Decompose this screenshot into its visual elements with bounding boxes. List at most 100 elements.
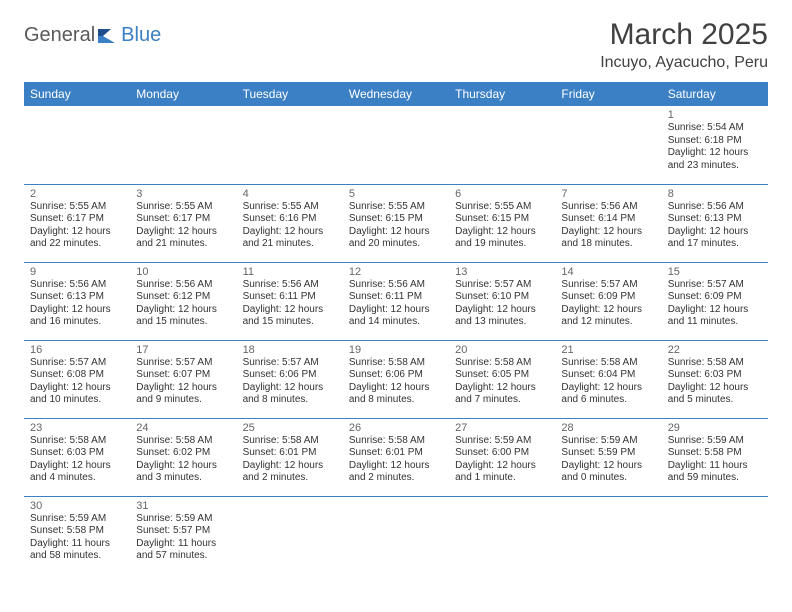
cell-sunset: Sunset: 6:11 PM: [349, 291, 443, 304]
calendar-cell: 16Sunrise: 5:57 AMSunset: 6:08 PMDayligh…: [24, 340, 130, 418]
calendar-cell: 27Sunrise: 5:59 AMSunset: 6:00 PMDayligh…: [449, 418, 555, 496]
calendar-cell: [662, 496, 768, 574]
cell-dl2: and 10 minutes.: [30, 394, 124, 407]
header: General Blue March 2025 Incuyo, Ayacucho…: [24, 18, 768, 72]
day-number: 18: [243, 344, 337, 356]
cell-dl1: Daylight: 12 hours: [455, 460, 549, 473]
cell-dl1: Daylight: 12 hours: [455, 304, 549, 317]
day-number: 31: [136, 500, 230, 512]
calendar-cell: 3Sunrise: 5:55 AMSunset: 6:17 PMDaylight…: [130, 184, 236, 262]
cell-dl1: Daylight: 12 hours: [30, 382, 124, 395]
calendar-cell: 18Sunrise: 5:57 AMSunset: 6:06 PMDayligh…: [237, 340, 343, 418]
calendar-cell: 19Sunrise: 5:58 AMSunset: 6:06 PMDayligh…: [343, 340, 449, 418]
calendar-cell: [24, 106, 130, 184]
cell-dl1: Daylight: 12 hours: [243, 460, 337, 473]
cell-sunset: Sunset: 5:59 PM: [561, 447, 655, 460]
calendar-cell: [343, 496, 449, 574]
calendar-cell: [555, 106, 661, 184]
flag-icon: [97, 27, 119, 45]
day-number: 26: [349, 422, 443, 434]
logo: General Blue: [24, 18, 161, 47]
cell-sunrise: Sunrise: 5:58 AM: [668, 357, 762, 370]
cell-dl2: and 7 minutes.: [455, 394, 549, 407]
calendar-cell: 6Sunrise: 5:55 AMSunset: 6:15 PMDaylight…: [449, 184, 555, 262]
calendar-cell: 2Sunrise: 5:55 AMSunset: 6:17 PMDaylight…: [24, 184, 130, 262]
cell-sunset: Sunset: 6:10 PM: [455, 291, 549, 304]
calendar-cell: 4Sunrise: 5:55 AMSunset: 6:16 PMDaylight…: [237, 184, 343, 262]
cell-dl2: and 6 minutes.: [561, 394, 655, 407]
calendar-cell: 7Sunrise: 5:56 AMSunset: 6:14 PMDaylight…: [555, 184, 661, 262]
calendar-cell: 30Sunrise: 5:59 AMSunset: 5:58 PMDayligh…: [24, 496, 130, 574]
calendar-week-row: 16Sunrise: 5:57 AMSunset: 6:08 PMDayligh…: [24, 340, 768, 418]
day-header: Monday: [130, 82, 236, 106]
cell-sunset: Sunset: 6:06 PM: [349, 369, 443, 382]
cell-sunrise: Sunrise: 5:55 AM: [136, 201, 230, 214]
day-header: Tuesday: [237, 82, 343, 106]
cell-sunrise: Sunrise: 5:57 AM: [136, 357, 230, 370]
day-header: Thursday: [449, 82, 555, 106]
cell-dl2: and 21 minutes.: [136, 238, 230, 251]
cell-dl1: Daylight: 12 hours: [455, 382, 549, 395]
calendar-cell: 5Sunrise: 5:55 AMSunset: 6:15 PMDaylight…: [343, 184, 449, 262]
cell-sunrise: Sunrise: 5:58 AM: [349, 435, 443, 448]
cell-sunset: Sunset: 6:03 PM: [30, 447, 124, 460]
cell-dl2: and 17 minutes.: [668, 238, 762, 251]
calendar-cell: 15Sunrise: 5:57 AMSunset: 6:09 PMDayligh…: [662, 262, 768, 340]
cell-sunrise: Sunrise: 5:57 AM: [668, 279, 762, 292]
cell-sunrise: Sunrise: 5:58 AM: [136, 435, 230, 448]
day-number: 25: [243, 422, 337, 434]
day-number: 13: [455, 266, 549, 278]
calendar-cell: [449, 496, 555, 574]
cell-sunset: Sunset: 6:04 PM: [561, 369, 655, 382]
cell-dl1: Daylight: 12 hours: [30, 226, 124, 239]
cell-dl1: Daylight: 12 hours: [561, 304, 655, 317]
day-number: 17: [136, 344, 230, 356]
cell-dl1: Daylight: 11 hours: [668, 460, 762, 473]
cell-sunset: Sunset: 6:05 PM: [455, 369, 549, 382]
calendar-cell: 10Sunrise: 5:56 AMSunset: 6:12 PMDayligh…: [130, 262, 236, 340]
cell-sunrise: Sunrise: 5:55 AM: [455, 201, 549, 214]
cell-sunrise: Sunrise: 5:56 AM: [349, 279, 443, 292]
day-number: 9: [30, 266, 124, 278]
cell-sunrise: Sunrise: 5:59 AM: [30, 513, 124, 526]
cell-dl2: and 57 minutes.: [136, 550, 230, 563]
cell-sunrise: Sunrise: 5:57 AM: [455, 279, 549, 292]
cell-dl1: Daylight: 12 hours: [668, 382, 762, 395]
cell-sunrise: Sunrise: 5:58 AM: [561, 357, 655, 370]
cell-dl2: and 12 minutes.: [561, 316, 655, 329]
cell-dl2: and 22 minutes.: [30, 238, 124, 251]
cell-dl2: and 59 minutes.: [668, 472, 762, 485]
cell-dl2: and 4 minutes.: [30, 472, 124, 485]
cell-sunrise: Sunrise: 5:57 AM: [30, 357, 124, 370]
cell-sunrise: Sunrise: 5:56 AM: [136, 279, 230, 292]
cell-dl2: and 14 minutes.: [349, 316, 443, 329]
cell-dl1: Daylight: 12 hours: [136, 460, 230, 473]
cell-dl1: Daylight: 12 hours: [561, 226, 655, 239]
cell-dl1: Daylight: 12 hours: [243, 226, 337, 239]
calendar-table: Sunday Monday Tuesday Wednesday Thursday…: [24, 82, 768, 574]
calendar-cell: [237, 496, 343, 574]
cell-sunset: Sunset: 6:03 PM: [668, 369, 762, 382]
cell-sunrise: Sunrise: 5:58 AM: [455, 357, 549, 370]
cell-sunset: Sunset: 6:01 PM: [349, 447, 443, 460]
cell-dl1: Daylight: 12 hours: [243, 304, 337, 317]
calendar-cell: 24Sunrise: 5:58 AMSunset: 6:02 PMDayligh…: [130, 418, 236, 496]
cell-dl1: Daylight: 11 hours: [136, 538, 230, 551]
calendar-week-row: 1Sunrise: 5:54 AMSunset: 6:18 PMDaylight…: [24, 106, 768, 184]
cell-dl2: and 18 minutes.: [561, 238, 655, 251]
calendar-cell: 20Sunrise: 5:58 AMSunset: 6:05 PMDayligh…: [449, 340, 555, 418]
cell-sunrise: Sunrise: 5:58 AM: [30, 435, 124, 448]
cell-dl2: and 13 minutes.: [455, 316, 549, 329]
day-number: 2: [30, 188, 124, 200]
day-number: 5: [349, 188, 443, 200]
day-header-row: Sunday Monday Tuesday Wednesday Thursday…: [24, 82, 768, 106]
day-number: 1: [668, 109, 762, 121]
cell-sunrise: Sunrise: 5:57 AM: [561, 279, 655, 292]
cell-dl2: and 19 minutes.: [455, 238, 549, 251]
cell-sunset: Sunset: 6:00 PM: [455, 447, 549, 460]
cell-sunrise: Sunrise: 5:58 AM: [243, 435, 337, 448]
day-header: Wednesday: [343, 82, 449, 106]
cell-dl2: and 15 minutes.: [243, 316, 337, 329]
cell-dl2: and 11 minutes.: [668, 316, 762, 329]
day-header: Friday: [555, 82, 661, 106]
